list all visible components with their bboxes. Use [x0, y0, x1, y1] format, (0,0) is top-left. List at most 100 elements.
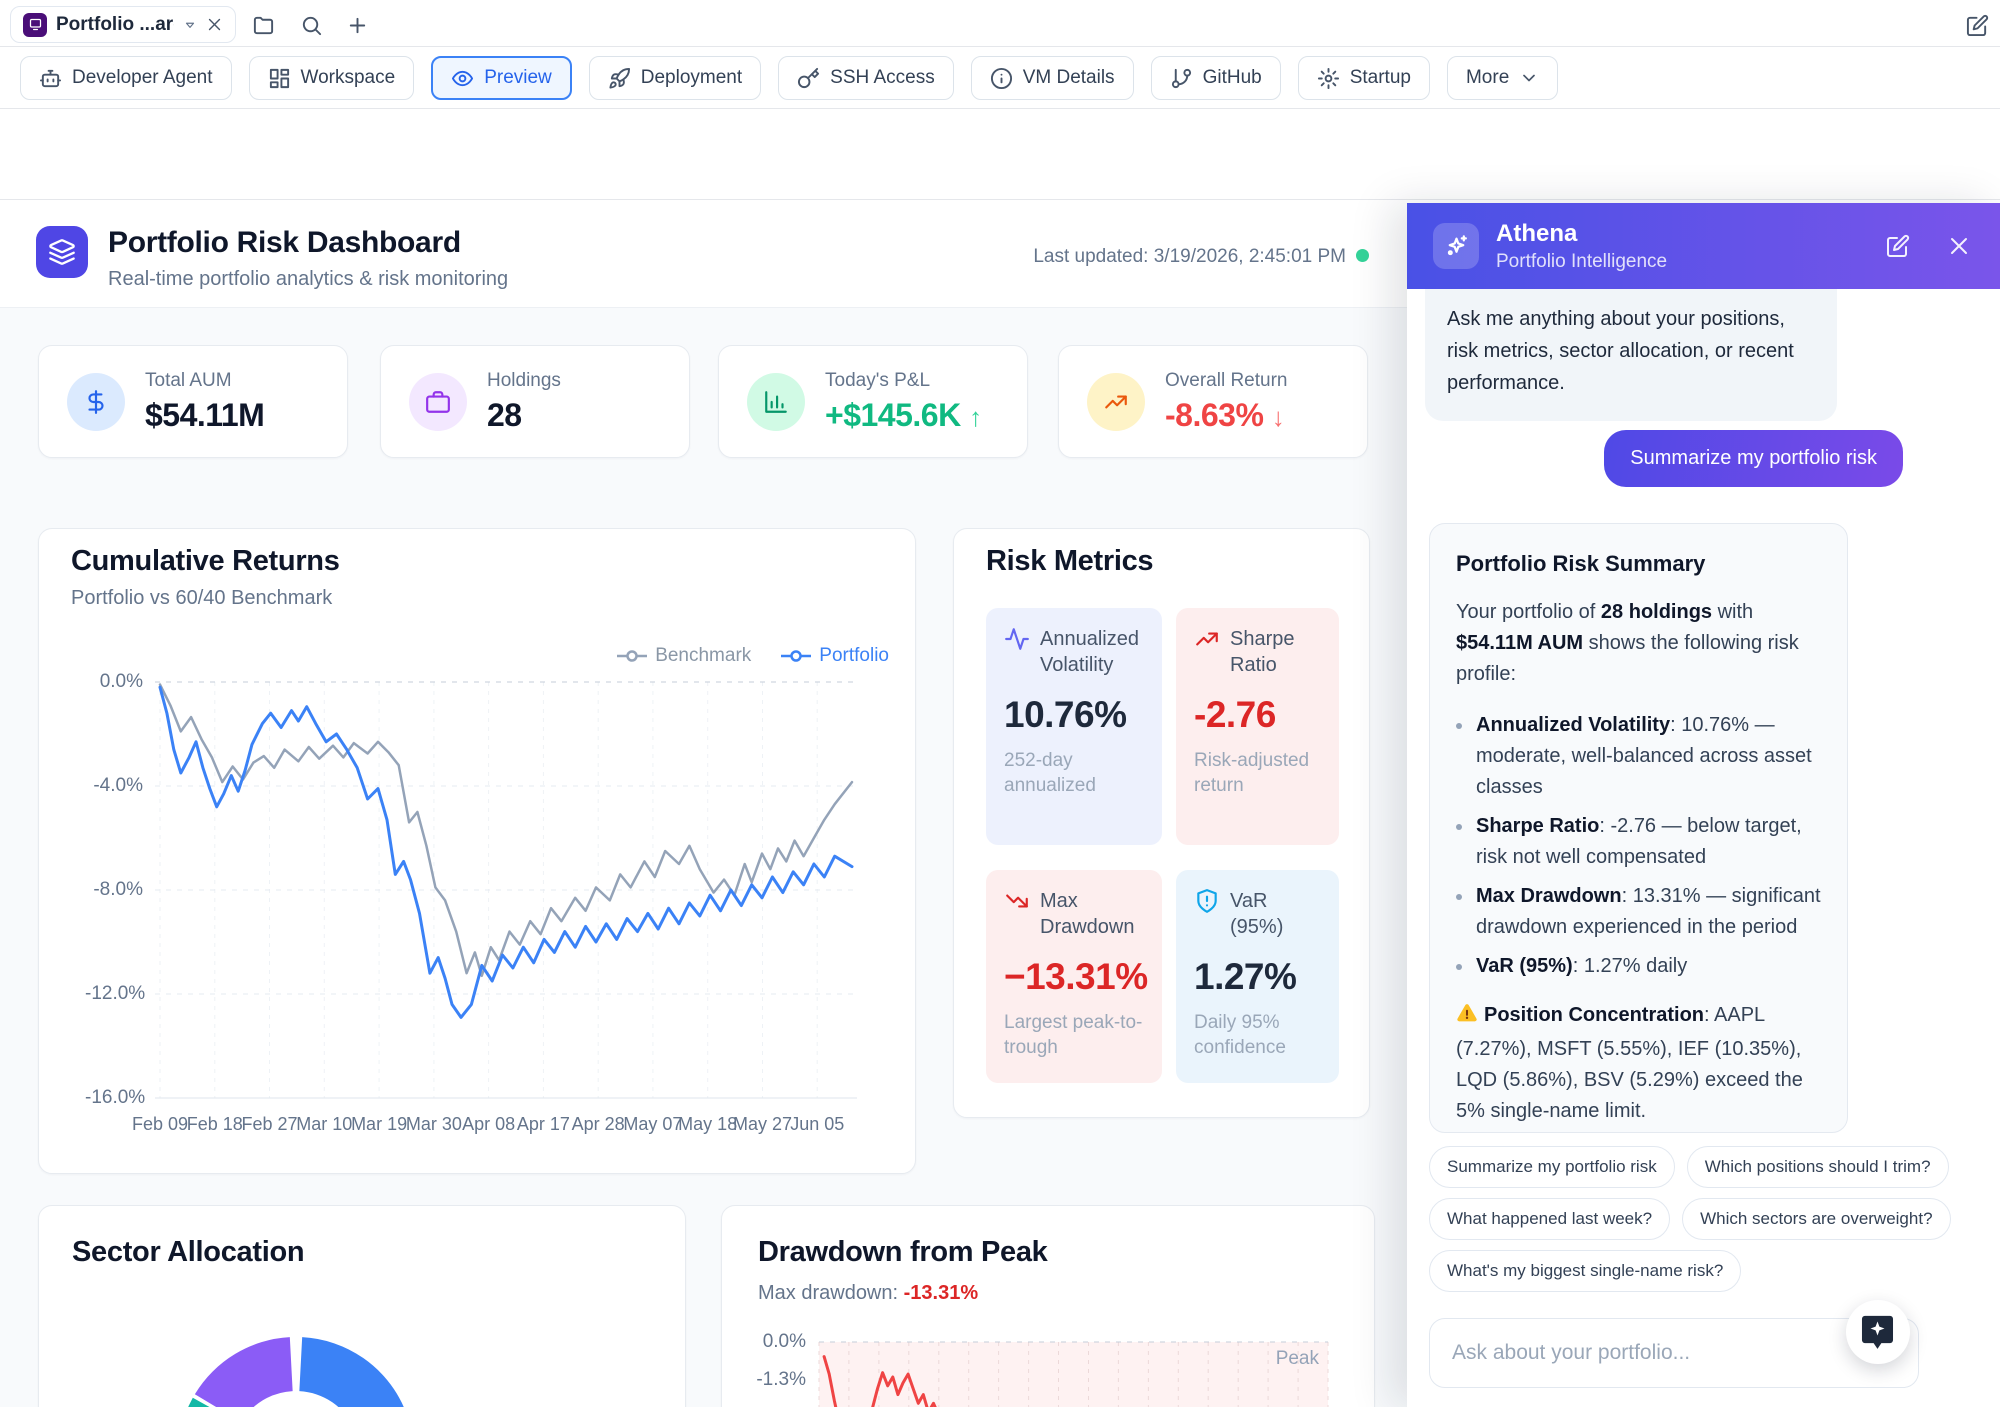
y-axis-tick: -4.0%: [93, 775, 143, 796]
section-title: Drawdown from Peak: [758, 1236, 1048, 1268]
risk-metrics-card: Risk Metrics Annualized Volatility 10.76…: [953, 528, 1370, 1118]
grid-icon: [269, 68, 289, 88]
peak-annotation: Peak: [1275, 1348, 1319, 1369]
cumulative-returns-plot: 0.0% -4.0% -8.0% -12.0% -16.0% Feb 09 Feb 18 Fe…: [85, 671, 859, 1134]
close-icon[interactable]: [1944, 231, 1974, 261]
new-chat-icon[interactable]: [1883, 231, 1913, 261]
chip-summarize-risk[interactable]: Summarize my portfolio risk: [1429, 1146, 1675, 1188]
summary-bullet: Max Drawdown: 13.31% — significant drawd…: [1456, 881, 1821, 943]
tile-subtext: Daily 95% confidence: [1194, 1012, 1286, 1058]
sector-allocation-card: Sector Allocation: [38, 1205, 686, 1407]
y-axis-tick: -8.0%: [93, 879, 143, 900]
stat-label: Holdings: [487, 369, 561, 391]
chip-sectors-overweight[interactable]: Which sectors are overweight?: [1682, 1198, 1951, 1240]
suggestion-chip-row: What happened last week? Which sectors a…: [1429, 1198, 1951, 1240]
tile-subtext: 252-day annualized: [1004, 750, 1096, 796]
stat-card-overall-return: Overall Return -8.63% ↓: [1058, 345, 1368, 458]
button-label: Deployment: [640, 67, 743, 88]
x-axis-tick: Mar 19: [351, 1114, 408, 1134]
dollar-icon: [88, 389, 104, 414]
tab-close-icon[interactable]: [206, 16, 223, 33]
stat-card-total-aum: Total AUM $54.11M: [38, 345, 348, 458]
y-axis-tick: -1.3%: [756, 1368, 806, 1390]
section-title: Sector Allocation: [72, 1236, 305, 1268]
legend-benchmark[interactable]: Benchmark: [617, 645, 751, 667]
developer-agent-button[interactable]: Developer Agent: [20, 56, 232, 100]
trending-up-icon: [1105, 395, 1127, 408]
chat-input[interactable]: [1429, 1318, 1919, 1388]
deployment-button[interactable]: Deployment: [588, 56, 762, 100]
git-branch-icon: [1171, 68, 1191, 88]
tile-label: Sharpe Ratio: [1230, 628, 1295, 676]
chart-title: Cumulative Returns: [71, 545, 340, 577]
bullet-dot: [1456, 894, 1462, 900]
user-message: Summarize my portfolio risk: [1604, 430, 1903, 487]
cumulative-returns-card: Cumulative Returns Portfolio vs 60/40 Be…: [38, 528, 916, 1174]
activity-icon: [1005, 628, 1029, 650]
vm-details-button[interactable]: VM Details: [970, 56, 1134, 100]
bullet-dot: [1456, 723, 1462, 729]
trending-down-icon: [1006, 894, 1028, 908]
section-title: Risk Metrics: [986, 545, 1154, 577]
chart-subtitle: Portfolio vs 60/40 Benchmark: [71, 587, 333, 609]
legend-portfolio[interactable]: Portfolio: [781, 645, 889, 667]
preview-tab-button[interactable]: Preview: [431, 56, 572, 100]
eye-icon: [452, 70, 474, 86]
x-axis-tick: May 18: [678, 1114, 738, 1134]
drawdown-card: Drawdown from Peak Max drawdown: -13.31%…: [721, 1205, 1375, 1407]
y-axis-tick: 0.0%: [99, 671, 143, 692]
x-axis-tick: Mar 10: [296, 1114, 353, 1134]
bar-chart-icon: [765, 390, 787, 413]
assistant-name: Athena: [1496, 219, 1578, 247]
live-status-dot: [1356, 249, 1369, 262]
stat-card-todays-pnl: Today's P&L +$145.6K ↑: [718, 345, 1028, 458]
tab-caret-down-icon[interactable]: [183, 18, 197, 32]
x-axis-tick: Apr 08: [462, 1114, 516, 1134]
last-updated: Last updated: 3/19/2026, 2:45:01 PM: [1033, 246, 1346, 267]
github-button[interactable]: GitHub: [1150, 56, 1281, 100]
tile-value: −13.31%: [1004, 956, 1148, 997]
stat-icon-circle: [409, 372, 467, 431]
gear-icon: [1317, 67, 1339, 89]
athena-titles: Athena Portfolio Intelligence: [1496, 220, 1866, 273]
y-axis-tick: -12.0%: [85, 983, 146, 1004]
chip-positions-trim[interactable]: Which positions should I trim?: [1686, 1146, 1949, 1188]
bullet-dot: [1456, 824, 1462, 830]
warning-icon: [1456, 1002, 1478, 1034]
browser-tab-bar: Portfolio ...ard: [0, 0, 2000, 47]
new-tab-plus-icon[interactable]: [342, 10, 372, 40]
x-axis-tick: Apr 17: [516, 1114, 570, 1134]
workspace-button[interactable]: Workspace: [248, 56, 415, 100]
y-axis-tick: 0.0%: [762, 1331, 806, 1352]
x-axis-tick: Jun 05: [790, 1114, 845, 1134]
folder-icon[interactable]: [248, 10, 278, 40]
assistant-message: Ask me anything about your positions, ri…: [1425, 289, 1837, 421]
tab-portfolio-dashboard[interactable]: Portfolio ...ard: [10, 6, 236, 43]
button-label: Developer Agent: [72, 67, 213, 88]
assistant-fab-button[interactable]: [1846, 1300, 1910, 1364]
suggestion-chip-row: Summarize my portfolio risk Which positi…: [1429, 1146, 1949, 1188]
sector-donut-chart: [188, 1337, 404, 1407]
chip-single-name-risk[interactable]: What's my biggest single-name risk?: [1429, 1250, 1742, 1292]
summary-heading: Portfolio Risk Summary: [1456, 551, 1706, 576]
chart-legend: Benchmark Portfolio: [617, 645, 889, 667]
x-axis-tick: Apr 28: [571, 1114, 625, 1134]
startup-button[interactable]: Startup: [1297, 56, 1430, 100]
button-label: More: [1465, 67, 1510, 88]
rocket-icon: [609, 67, 630, 89]
position-concentration-warning: Position Concentration: AAPL (7.27%), MS…: [1456, 1002, 1803, 1122]
button-label: VM Details: [1022, 67, 1115, 88]
tile-label: VaR (95%): [1230, 890, 1284, 938]
more-button[interactable]: More: [1446, 56, 1559, 100]
button-label: Startup: [1349, 67, 1411, 88]
stat-label: Total AUM: [145, 369, 232, 391]
legend-marker-icon: [617, 650, 648, 662]
compose-icon[interactable]: [1962, 10, 1992, 40]
max-drawdown-line: Max drawdown: -13.31%: [758, 1282, 979, 1304]
search-icon[interactable]: [296, 10, 326, 40]
chevron-down-icon: [1523, 74, 1536, 82]
ssh-access-button[interactable]: SSH Access: [778, 56, 954, 100]
chip-last-week[interactable]: What happened last week?: [1429, 1198, 1671, 1240]
shield-alert-icon: [1197, 889, 1217, 913]
x-axis-tick: May 27: [732, 1114, 792, 1134]
